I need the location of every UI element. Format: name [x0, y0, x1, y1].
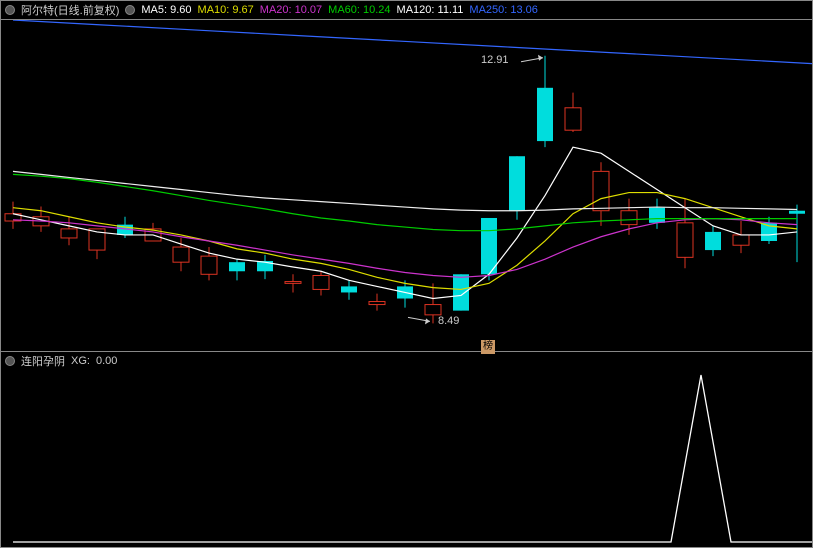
- high-price-label: 12.91: [481, 54, 509, 66]
- sub-collapse-icon[interactable]: [5, 356, 15, 366]
- ma-legend: MA5: 9.60MA10: 9.67MA20: 10.07MA60: 10.2…: [141, 4, 544, 16]
- bang-badge: 榜: [481, 340, 495, 354]
- indicator-name: 连阳孕阴: [21, 353, 65, 369]
- sub-header: 连阳孕阴 XG: 0.00: [1, 352, 812, 370]
- xg-label: XG:: [71, 355, 90, 367]
- candlestick-svg: [1, 20, 812, 353]
- sub-chart[interactable]: [1, 370, 812, 547]
- low-price-label: 8.49: [438, 315, 459, 327]
- main-chart[interactable]: 12.91 8.49 榜: [1, 19, 812, 352]
- xg-value: 0.00: [96, 355, 117, 367]
- indicator-svg: [1, 370, 812, 547]
- ma-toggle-icon[interactable]: [125, 5, 135, 15]
- chart-container: 阿尔特(日线.前复权) MA5: 9.60MA10: 9.67MA20: 10.…: [0, 0, 813, 548]
- collapse-icon[interactable]: [5, 5, 15, 15]
- stock-name: 阿尔特(日线.前复权): [21, 2, 119, 18]
- main-header: 阿尔特(日线.前复权) MA5: 9.60MA10: 9.67MA20: 10.…: [1, 1, 812, 19]
